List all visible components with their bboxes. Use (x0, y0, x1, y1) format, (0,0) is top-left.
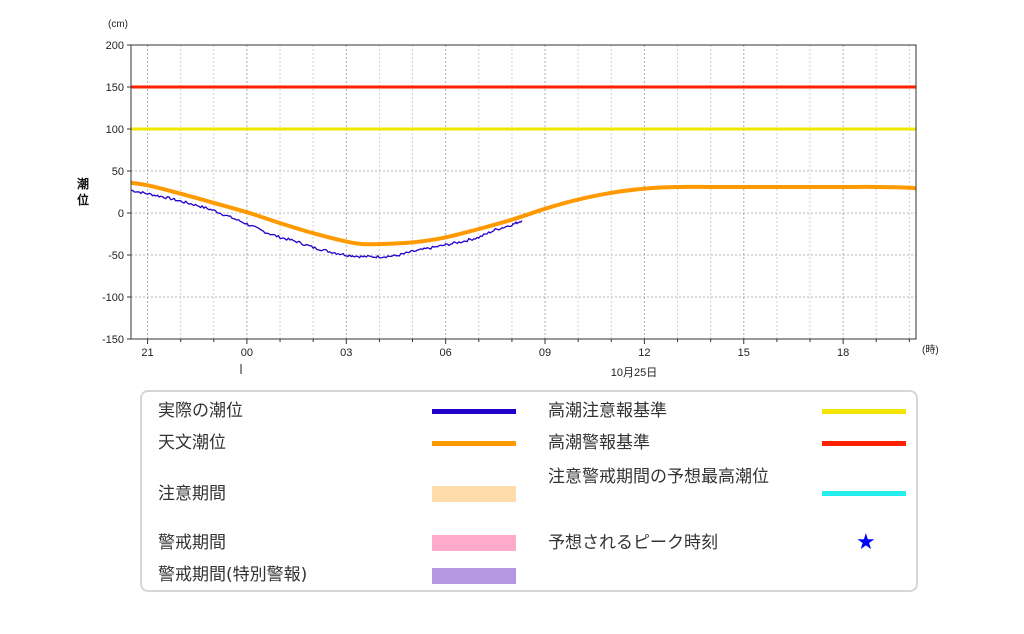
legend-swatch-warning-period (432, 535, 516, 551)
tide-chart: 200 150 100 50 0 -50 -100 -150 21 00 03 06 09 12 15 18… (77, 19, 939, 379)
y-tick-label: -100 (102, 292, 124, 304)
legend-swatch-forecast-max (822, 491, 906, 496)
y-axis-label-char: 潮 (77, 176, 89, 191)
date-label: 10月25日 (611, 367, 657, 379)
legend-label-special-warning-period: 警戒期間(特別警報) (158, 565, 308, 585)
x-unit-label: (時) (922, 344, 939, 356)
y-tick-label: 200 (106, 40, 124, 52)
x-axis-ticks: 21 00 03 06 09 12 15 18 (141, 339, 910, 359)
y-tick-label: 50 (112, 166, 124, 178)
y-unit-label: (cm) (108, 19, 128, 30)
x-tick-label: 00 (241, 347, 253, 359)
grid (131, 45, 916, 339)
legend-swatch-special-warning-period (432, 568, 516, 584)
y-axis-label: 潮位 (77, 176, 89, 207)
y-tick-label: 0 (118, 208, 124, 220)
legend-swatch-warning-threshold (822, 441, 906, 446)
x-tick-label: 03 (340, 347, 352, 359)
legend-swatch-advisory-threshold (822, 409, 906, 414)
legend-label-caution-period: 注意期間 (158, 484, 226, 504)
x-tick-label: 06 (440, 347, 452, 359)
y-axis-label-char: 位 (77, 192, 89, 207)
legend-label-peak-time: 予想されるピーク時刻 (548, 533, 718, 553)
legend-label-advisory-threshold: 高潮注意報基準 (548, 401, 667, 421)
x-tick-label: 15 (738, 347, 750, 359)
x-tick-label: 09 (539, 347, 551, 359)
x-tick-label: 12 (638, 347, 650, 359)
legend-swatch-actual (432, 409, 516, 414)
legend: 実際の潮位 天文潮位 注意期間 警戒期間 警戒期間(特別警報) 高潮注意報基準 … (140, 390, 918, 592)
plot-frame (130, 44, 917, 340)
series-layer (130, 180, 917, 259)
legend-label-warning-period: 警戒期間 (158, 533, 226, 553)
y-tick-label: 100 (106, 124, 124, 136)
y-axis-ticks: 200 150 100 50 0 -50 -100 -150 (102, 40, 131, 346)
x-tick-label: 18 (837, 347, 849, 359)
x-tick-label: 21 (141, 347, 153, 359)
legend-swatch-astronomical (432, 441, 516, 446)
y-tick-label: 150 (106, 82, 124, 94)
legend-swatch-caution-period (432, 486, 516, 502)
reference-lines (131, 85, 916, 131)
star-icon: ★ (856, 530, 876, 555)
legend-label-forecast-max: 注意警戒期間の予想最高潮位 (548, 467, 769, 487)
y-tick-label: -150 (102, 334, 124, 346)
legend-label-actual: 実際の潮位 (158, 401, 243, 421)
y-tick-label: -50 (108, 250, 124, 262)
series-line-astronomical (130, 180, 917, 247)
legend-label-warning-threshold: 高潮警報基準 (548, 433, 650, 453)
series-line-actual (130, 189, 523, 259)
legend-label-astronomical: 天文潮位 (158, 433, 226, 453)
